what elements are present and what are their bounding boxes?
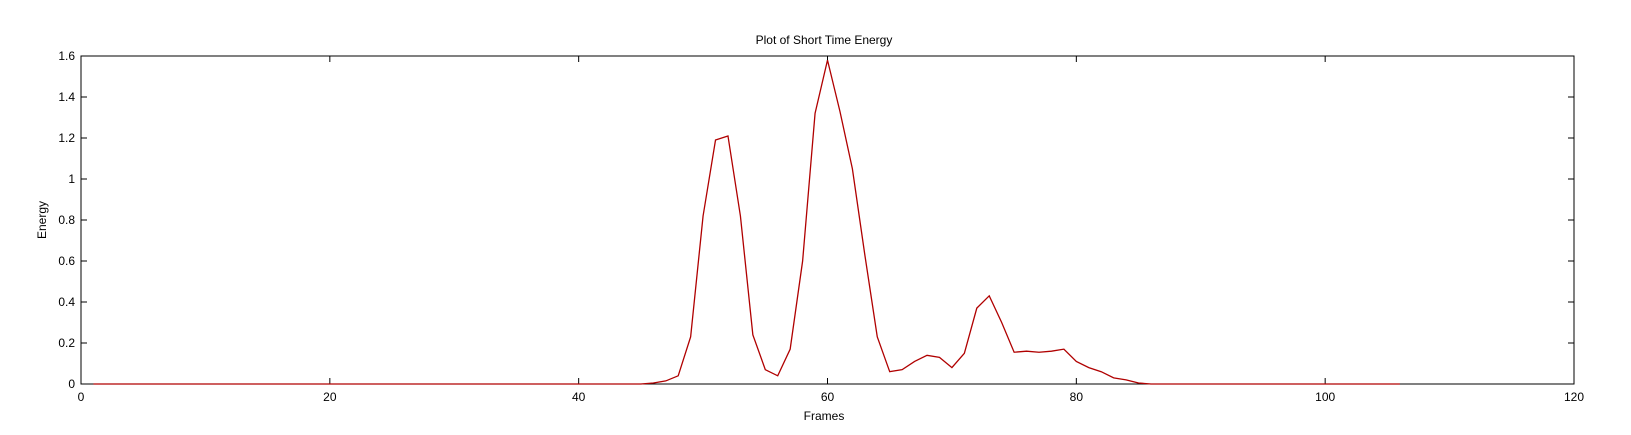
plot-area: 0 20 40 60 80 100 120 0 0.2 0.4 0.6 0.8 1 1.2 1.4 1.6 — [58, 49, 1584, 404]
plot-frame — [80, 55, 1575, 385]
y-tick-label: 1.4 — [58, 90, 75, 104]
energy-series-line — [93, 59, 1400, 385]
x-tick-label: 100 — [1315, 390, 1335, 404]
x-tick-label: 0 — [78, 390, 85, 404]
y-axis-label: Energy — [35, 201, 49, 239]
chart-title: Plot of Short Time Energy — [756, 33, 893, 47]
x-tick-label: 20 — [323, 390, 337, 404]
x-tick-label: 60 — [821, 390, 835, 404]
x-tick-label: 120 — [1564, 390, 1584, 404]
y-tick-label: 0.6 — [58, 254, 75, 268]
y-tick-label: 0.4 — [58, 295, 75, 309]
x-tick-label: 40 — [572, 390, 586, 404]
y-tick-label: 0.8 — [58, 213, 75, 227]
y-tick-label: 1.2 — [58, 131, 75, 145]
y-tick-label: 0.2 — [58, 336, 75, 350]
y-tick-label: 1 — [68, 172, 75, 186]
y-tick-label: 0 — [68, 377, 75, 391]
x-axis-label: Frames — [804, 409, 845, 423]
y-tick-label: 1.6 — [58, 49, 75, 63]
x-tick-label: 80 — [1070, 390, 1084, 404]
